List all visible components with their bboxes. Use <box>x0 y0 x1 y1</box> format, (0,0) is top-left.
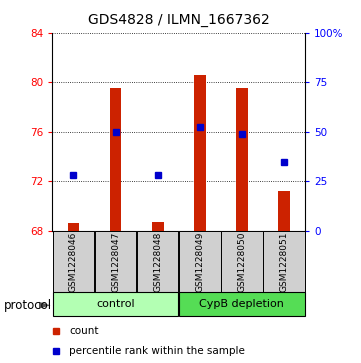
Text: GSM1228047: GSM1228047 <box>111 231 120 291</box>
Bar <box>221 231 263 292</box>
Text: GSM1228051: GSM1228051 <box>279 231 288 291</box>
Text: protocol: protocol <box>4 299 52 312</box>
Text: control: control <box>96 299 135 309</box>
Bar <box>53 292 178 316</box>
Text: CypB depletion: CypB depletion <box>199 299 284 309</box>
Text: percentile rank within the sample: percentile rank within the sample <box>69 346 245 356</box>
Bar <box>278 191 290 231</box>
Bar <box>137 231 178 292</box>
Text: GSM1228048: GSM1228048 <box>153 231 162 291</box>
Text: GSM1228049: GSM1228049 <box>195 231 204 291</box>
Bar <box>110 88 121 231</box>
Bar <box>179 231 221 292</box>
Text: count: count <box>69 326 99 336</box>
Text: GSM1228046: GSM1228046 <box>69 231 78 291</box>
Bar <box>53 231 94 292</box>
Bar <box>263 231 305 292</box>
Text: GDS4828 / ILMN_1667362: GDS4828 / ILMN_1667362 <box>88 13 270 27</box>
Bar <box>152 222 164 231</box>
Bar <box>236 88 248 231</box>
Text: GSM1228050: GSM1228050 <box>238 231 246 291</box>
Bar <box>179 292 305 316</box>
Polygon shape <box>39 302 51 309</box>
Bar <box>68 223 79 231</box>
Bar <box>194 75 206 231</box>
Bar <box>95 231 136 292</box>
